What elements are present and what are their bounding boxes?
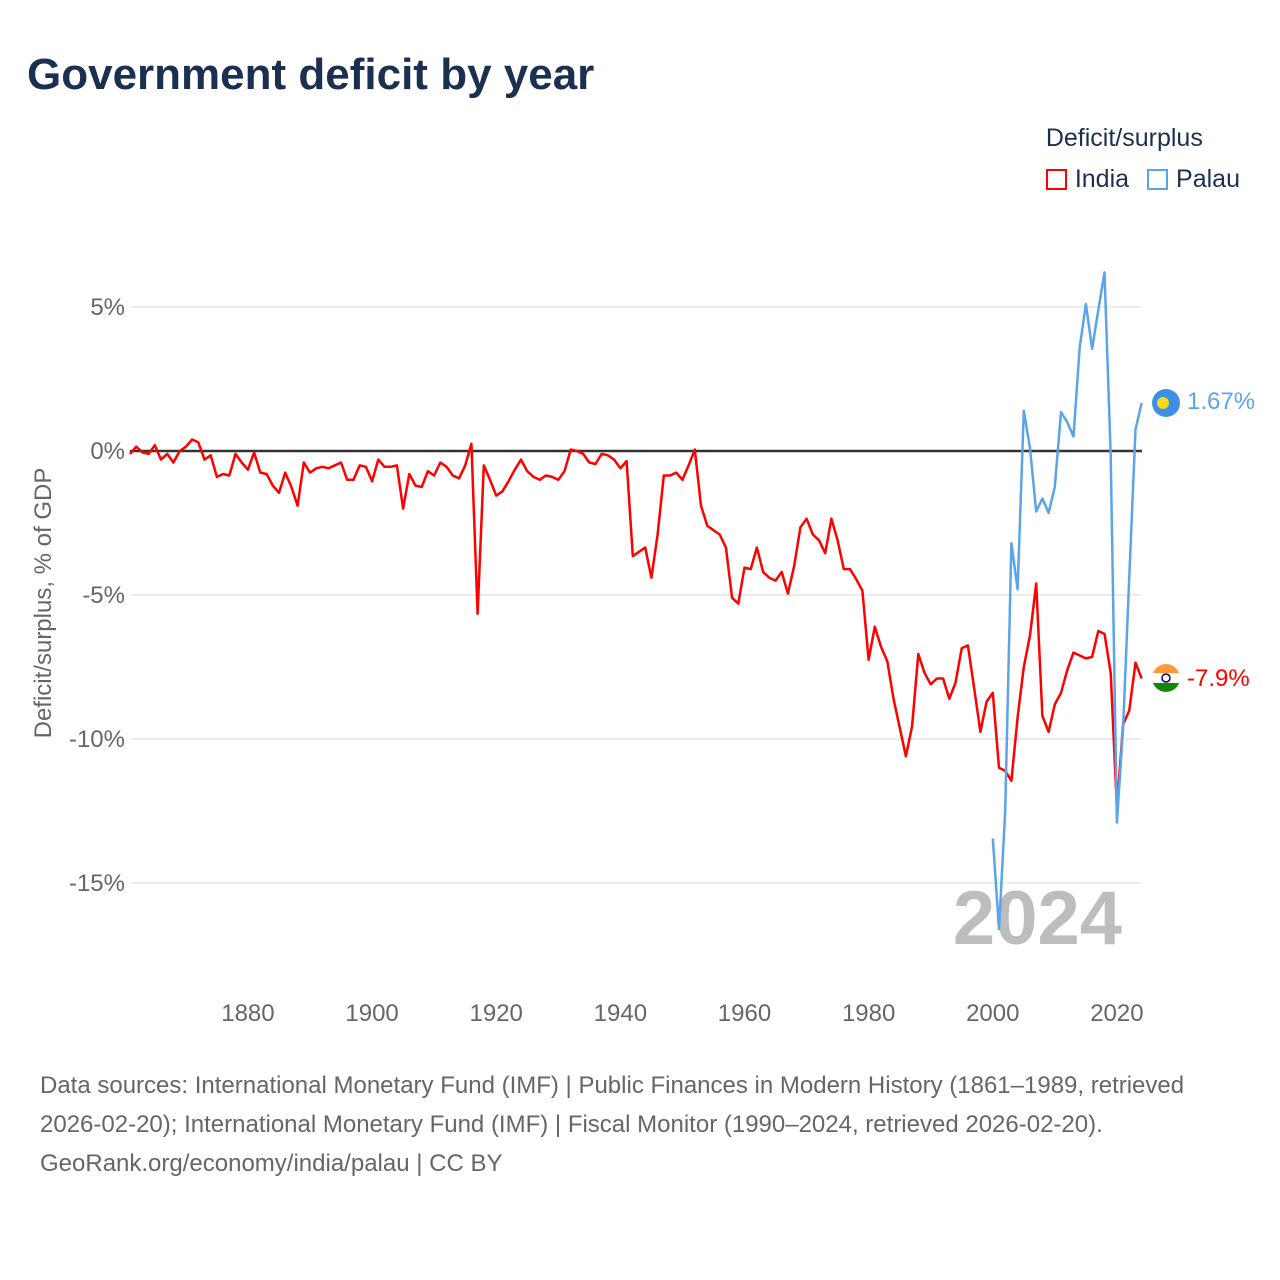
legend-swatch-palau	[1147, 169, 1169, 190]
y-tick-label: -10%	[69, 726, 125, 753]
legend-label-palau: Palau	[1176, 165, 1240, 193]
legend-title: Deficit/surplus	[1045, 124, 1203, 152]
x-tick-label: 1940	[594, 1000, 647, 1027]
x-tick-label: 1900	[345, 1000, 398, 1027]
y-tick-label: 0%	[90, 438, 125, 465]
x-tick-label: 1960	[718, 1000, 771, 1027]
line-chart: 1880 1900 1920 1940 1960 1980 2000 2020 5% 0% -5%…	[30, 271, 1255, 1027]
x-tick-label: 1920	[470, 1000, 523, 1027]
y-axis-label: Deficit/surplus, % of GDP	[30, 468, 57, 739]
legend-label-india: India	[1074, 165, 1130, 193]
legend: Deficit/surplus India Palau	[1045, 124, 1240, 194]
y-tick-label: -5%	[82, 582, 125, 609]
legend-item-india[interactable]: India	[1045, 165, 1130, 194]
x-tick-label: 2000	[966, 1000, 1019, 1027]
legend-item-palau[interactable]: Palau	[1147, 165, 1240, 194]
series-line-india[interactable]	[129, 438, 1143, 810]
y-tick-label: -15%	[69, 870, 125, 897]
india-flag-icon	[1152, 664, 1180, 692]
palau-end-marker: 1.67%	[1152, 388, 1255, 417]
year-watermark: 2024	[953, 876, 1122, 961]
india-end-marker: -7.9%	[1152, 664, 1250, 692]
x-tick-label: 1980	[842, 1000, 895, 1027]
palau-end-label: 1.67%	[1187, 388, 1255, 415]
x-tick-label: 1880	[221, 1000, 274, 1027]
y-tick-label: 5%	[90, 294, 125, 321]
x-tick-label: 2020	[1090, 1000, 1143, 1027]
legend-swatch-india	[1045, 169, 1067, 190]
chart-title: Government deficit by year	[27, 50, 595, 99]
data-sources: Data sources: International Monetary Fun…	[40, 1072, 1185, 1138]
india-end-label: -7.9%	[1187, 665, 1250, 692]
footer: Data sources: International Monetary Fun…	[40, 1066, 1240, 1183]
credit-link[interactable]: GeoRank.org/economy/india/palau | CC BY	[40, 1150, 503, 1177]
series-line-palau[interactable]	[991, 271, 1143, 931]
